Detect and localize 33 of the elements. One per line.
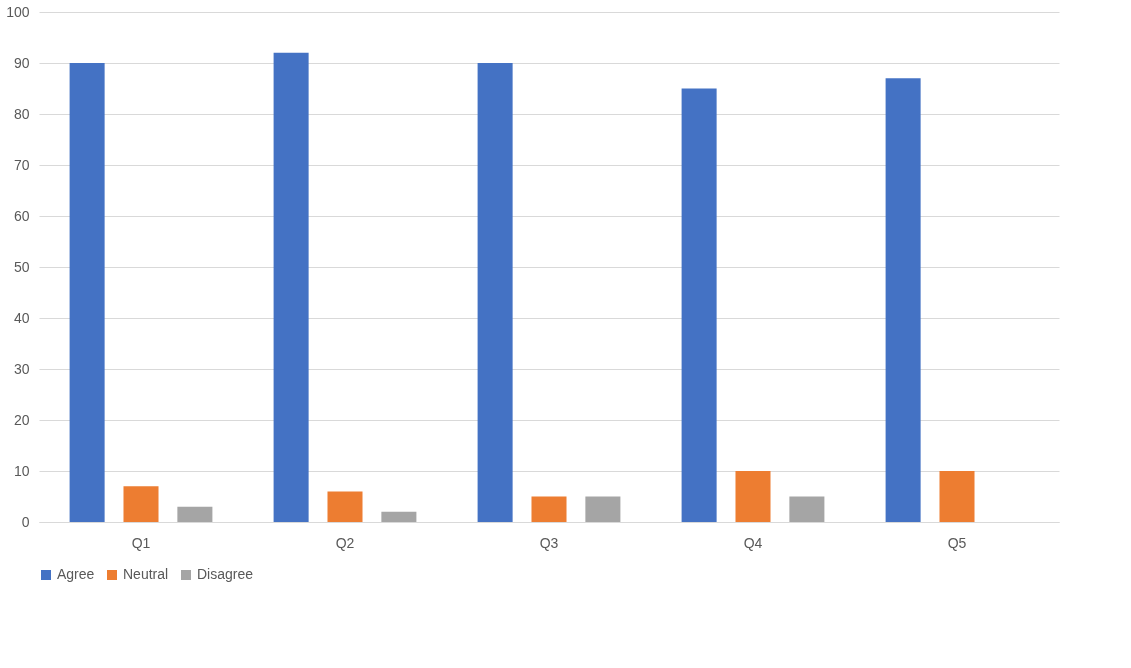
bar <box>123 486 159 522</box>
bar <box>585 496 621 522</box>
x-tick-label: Q5 <box>947 534 967 551</box>
bar <box>327 491 363 522</box>
x-tick-label: Q2 <box>335 534 355 551</box>
x-tick-label: Q3 <box>539 534 559 551</box>
bar <box>885 78 921 522</box>
bar <box>735 471 771 522</box>
y-tick-label: 30 <box>13 360 30 377</box>
y-tick-label: 90 <box>13 54 30 71</box>
y-tick-label: 50 <box>13 258 30 275</box>
y-tick-label: 10 <box>13 462 30 479</box>
legend-label: Disagree <box>197 566 254 582</box>
y-tick-label: 70 <box>13 156 30 173</box>
y-tick-label: 0 <box>21 513 30 530</box>
legend-label: Agree <box>57 566 95 582</box>
bar <box>789 496 825 522</box>
bar <box>939 471 975 522</box>
bar <box>381 511 417 522</box>
legend-label: Neutral <box>123 566 169 582</box>
bar <box>681 88 717 522</box>
bar <box>477 63 513 522</box>
y-tick-label: 20 <box>13 411 30 428</box>
bar <box>69 63 105 522</box>
y-tick-label: 80 <box>13 105 30 122</box>
bar <box>531 496 567 522</box>
y-tick-label: 100 <box>6 3 30 20</box>
y-tick-label: 60 <box>13 207 30 224</box>
bar <box>177 506 213 522</box>
y-tick-label: 40 <box>13 309 30 326</box>
x-tick-label: Q1 <box>131 534 151 551</box>
bar <box>273 52 309 522</box>
x-tick-label: Q4 <box>743 534 763 551</box>
